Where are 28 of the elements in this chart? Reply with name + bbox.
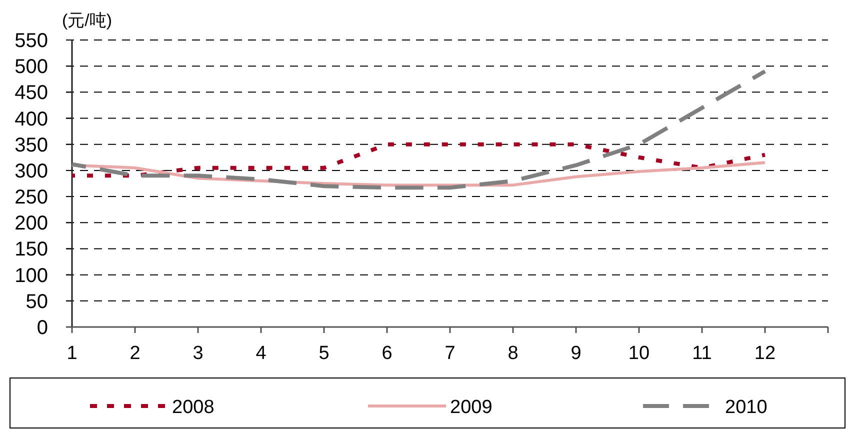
x-tick-label: 10 <box>628 343 650 364</box>
y-tick-label: 300 <box>14 160 48 182</box>
y-tick-label: 0 <box>36 317 48 339</box>
x-tick-label: 9 <box>570 343 582 364</box>
y-tick-label: 400 <box>14 108 48 130</box>
x-tick-label: 12 <box>754 343 776 364</box>
y-tick-label: 450 <box>14 82 48 104</box>
x-tick-label: 8 <box>508 343 518 364</box>
x-tick-label: 3 <box>192 343 204 364</box>
y-tick-label: 50 <box>26 290 48 313</box>
legend-label: 2010 <box>725 397 768 418</box>
y-tick-label: 550 <box>14 30 48 52</box>
x-tick-label: 5 <box>318 343 330 364</box>
x-tick-label: 6 <box>382 343 392 364</box>
y-tick-label: 500 <box>14 56 48 78</box>
y-tick-label: 350 <box>14 134 48 156</box>
y-axis-title: (元/吨) <box>62 11 112 30</box>
y-tick-label: 250 <box>14 186 48 209</box>
y-tick-label: 200 <box>14 212 48 235</box>
legend-label: 2008 <box>172 397 214 418</box>
y-tick-label: 150 <box>14 238 48 261</box>
x-tick-label: 2 <box>130 343 140 364</box>
x-tick-label: 7 <box>444 343 456 364</box>
x-tick-label: 1 <box>66 343 78 364</box>
x-tick-label: 11 <box>692 343 712 364</box>
x-tick-label: 4 <box>256 343 267 364</box>
y-tick-label: 100 <box>14 264 48 287</box>
legend-label: 2009 <box>450 397 492 418</box>
